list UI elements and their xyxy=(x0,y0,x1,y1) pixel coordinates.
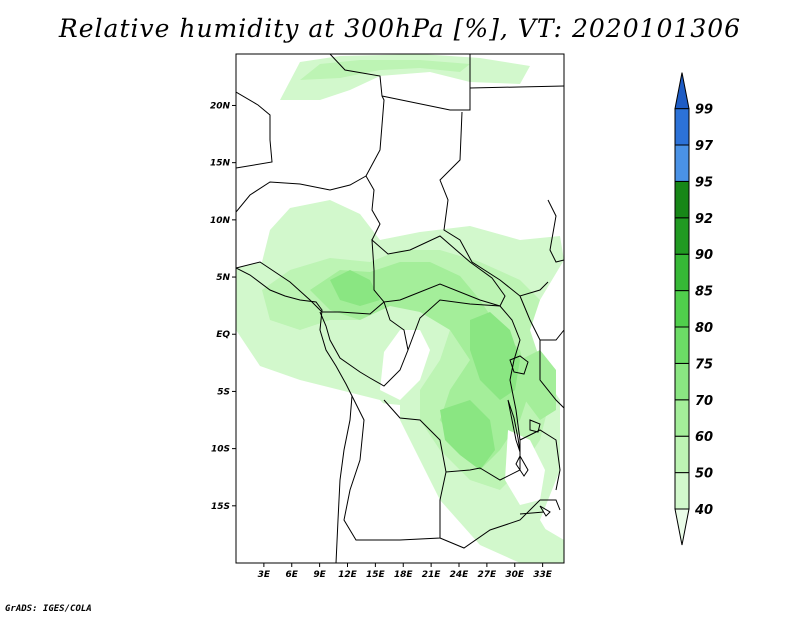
coastline-west xyxy=(236,267,353,563)
lon-label: 18E xyxy=(394,570,414,580)
border-sudan-east xyxy=(547,199,564,263)
dry-region-congo xyxy=(380,330,430,400)
map-title: Relative humidity at 300hPa [%], VT: 202… xyxy=(58,14,742,43)
dry-region-angola xyxy=(236,380,460,563)
humidity-region-core-c xyxy=(330,270,380,306)
latitude-axis: 20N 15N 10N 5N EQ 5S 10S 15S xyxy=(210,101,236,512)
border-cameroon xyxy=(236,261,385,315)
colorbar-label: 50 xyxy=(695,467,713,482)
border-car xyxy=(371,235,506,307)
lon-label: 9E xyxy=(313,570,326,580)
colorbar-label: 90 xyxy=(695,248,713,263)
humidity-region-core-d xyxy=(440,400,495,470)
lon-label: 33E xyxy=(533,570,553,580)
colorbar-segment xyxy=(674,108,690,146)
lat-label: EQ xyxy=(216,330,230,340)
humidity-shading xyxy=(236,54,564,563)
colorbar-label: 85 xyxy=(695,285,713,300)
grads-credit: GrADS: IGES/COLA xyxy=(5,604,92,614)
border-east-africa xyxy=(519,295,564,491)
lat-label: 10S xyxy=(211,445,230,455)
border-angola xyxy=(343,395,447,541)
lat-label: 5N xyxy=(216,273,230,283)
lat-label: 5S xyxy=(217,387,230,397)
border-gabon-congo xyxy=(319,301,409,387)
lon-label: 24E xyxy=(450,570,470,580)
colorbar-segment xyxy=(674,362,690,401)
lat-label: 15N xyxy=(210,159,231,169)
lon-label: 12E xyxy=(338,570,358,580)
colorbar-segment xyxy=(674,435,690,474)
humidity-region-east xyxy=(520,350,556,420)
colorbar-label: 97 xyxy=(695,139,714,154)
colorbar-segment xyxy=(674,72,690,110)
lake-victoria-tanganyika xyxy=(507,355,551,517)
lon-label: 3E xyxy=(258,570,271,580)
colorbar-segment xyxy=(674,217,690,255)
colorbar-segment xyxy=(674,508,690,546)
lon-label: 15E xyxy=(366,570,386,580)
lat-label: 10N xyxy=(210,216,231,226)
longitude-axis: 3E 6E 9E 12E 15E 18E 21E 24E 27E 30E 33E xyxy=(258,563,553,580)
colorbar-label: 40 xyxy=(694,503,713,518)
lon-label: 30E xyxy=(505,570,525,580)
lon-label: 6E xyxy=(286,570,299,580)
colorbar-label: 75 xyxy=(695,357,713,372)
colorbar-label: 80 xyxy=(695,321,713,336)
country-borders xyxy=(236,54,564,563)
map-frame xyxy=(235,53,565,564)
border-niger-south xyxy=(236,175,381,241)
humidity-region-north-core xyxy=(300,60,470,80)
lon-label: 27E xyxy=(478,570,498,580)
colorbar-segment xyxy=(674,399,690,437)
border-algeria-mali xyxy=(236,91,273,169)
border-egypt-sudan xyxy=(469,85,564,89)
humidity-region-core-b xyxy=(470,312,520,400)
colorbar-segment xyxy=(674,253,690,292)
colorbar-segment xyxy=(674,180,690,219)
colorbar: 40 50 60 70 75 80 85 90 92 95 97 99 xyxy=(674,72,714,546)
colorbar-segment xyxy=(674,144,690,182)
lat-label: 20N xyxy=(210,101,231,111)
colorbar-label: 95 xyxy=(695,175,713,190)
colorbar-segment xyxy=(674,326,690,364)
lon-label: 21E xyxy=(422,570,442,580)
border-chad-sudan xyxy=(381,54,549,297)
border-zambia xyxy=(439,499,561,549)
colorbar-segment xyxy=(674,472,690,510)
colorbar-segment xyxy=(674,290,690,328)
colorbar-label: 92 xyxy=(695,212,713,227)
dry-region-tanzania xyxy=(505,430,545,505)
colorbar-label: 99 xyxy=(695,103,713,118)
colorbar-label: 70 xyxy=(695,394,713,409)
lat-label: 15S xyxy=(211,502,230,512)
colorbar-label: 60 xyxy=(695,430,713,445)
